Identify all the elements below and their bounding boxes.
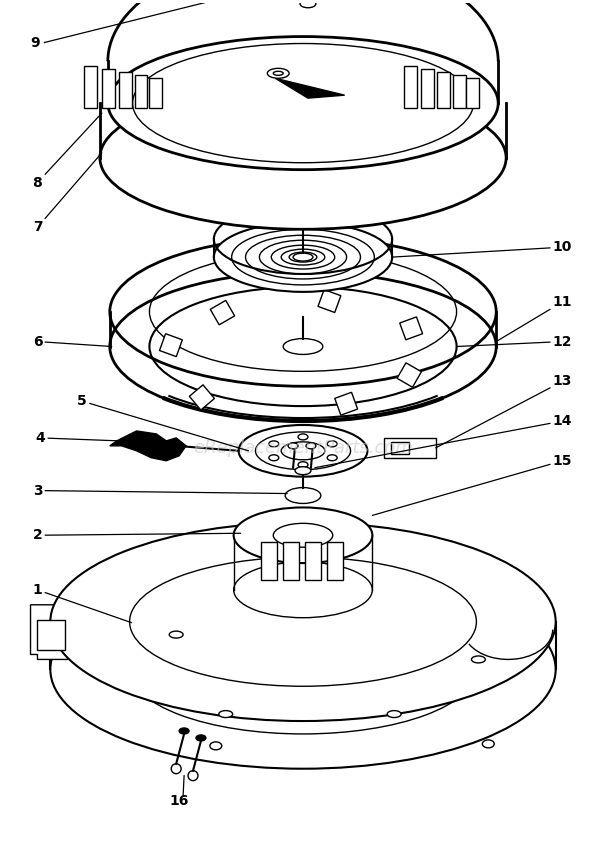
Ellipse shape	[50, 522, 555, 721]
Ellipse shape	[273, 524, 333, 547]
Ellipse shape	[267, 69, 289, 79]
Ellipse shape	[327, 441, 337, 447]
Ellipse shape	[293, 253, 313, 261]
Ellipse shape	[50, 570, 555, 769]
Ellipse shape	[215, 685, 226, 693]
Bar	[437, 72, 450, 108]
Ellipse shape	[295, 467, 311, 475]
Ellipse shape	[239, 425, 367, 476]
Text: 12: 12	[456, 334, 572, 349]
Ellipse shape	[273, 71, 283, 75]
Ellipse shape	[210, 742, 222, 750]
Ellipse shape	[256, 432, 351, 470]
Ellipse shape	[269, 441, 279, 447]
Text: 3: 3	[33, 484, 287, 497]
Ellipse shape	[234, 508, 372, 563]
Ellipse shape	[300, 0, 316, 8]
Ellipse shape	[472, 656, 486, 663]
Ellipse shape	[179, 728, 189, 734]
Bar	[84, 66, 97, 108]
Bar	[119, 72, 132, 108]
Bar	[262, 542, 277, 580]
Ellipse shape	[100, 86, 506, 229]
Ellipse shape	[214, 222, 392, 292]
Bar	[135, 75, 148, 108]
Text: 2: 2	[33, 528, 240, 542]
Bar	[283, 542, 299, 580]
Text: 8: 8	[33, 113, 102, 190]
Polygon shape	[275, 79, 345, 98]
Ellipse shape	[383, 685, 395, 693]
Ellipse shape	[483, 740, 494, 748]
Bar	[189, 385, 214, 410]
Ellipse shape	[196, 735, 206, 741]
Bar	[102, 69, 115, 108]
Ellipse shape	[110, 272, 496, 421]
Ellipse shape	[285, 487, 321, 503]
Text: 6: 6	[33, 334, 112, 349]
Bar	[149, 79, 162, 108]
Text: 7: 7	[33, 153, 102, 234]
Ellipse shape	[306, 442, 316, 449]
Bar	[334, 393, 358, 415]
Polygon shape	[110, 431, 186, 461]
Ellipse shape	[281, 442, 325, 459]
Bar	[400, 317, 422, 340]
Ellipse shape	[269, 455, 279, 461]
Ellipse shape	[130, 558, 476, 686]
Bar	[397, 363, 421, 387]
Text: 9: 9	[30, 36, 40, 50]
Polygon shape	[30, 605, 72, 659]
Ellipse shape	[132, 43, 473, 162]
Text: 10: 10	[392, 240, 572, 257]
Bar	[305, 542, 321, 580]
Ellipse shape	[283, 338, 323, 354]
Bar	[421, 69, 434, 108]
Ellipse shape	[288, 442, 298, 449]
Bar	[384, 438, 436, 458]
Text: 4: 4	[36, 431, 120, 445]
Text: 15: 15	[372, 453, 572, 515]
Ellipse shape	[171, 764, 181, 774]
Bar	[38, 620, 65, 650]
Text: 13: 13	[436, 374, 572, 448]
Ellipse shape	[188, 771, 198, 781]
Text: 16: 16	[169, 794, 189, 809]
Ellipse shape	[387, 711, 401, 717]
Bar	[318, 289, 341, 312]
Text: 11: 11	[496, 294, 572, 342]
Ellipse shape	[234, 562, 372, 618]
Text: 5: 5	[77, 394, 248, 451]
Ellipse shape	[327, 455, 337, 461]
Text: 1: 1	[33, 583, 132, 623]
Bar	[453, 75, 466, 108]
Ellipse shape	[169, 631, 183, 638]
Bar	[391, 442, 409, 453]
Bar	[467, 79, 480, 108]
Bar	[404, 66, 417, 108]
Ellipse shape	[149, 287, 456, 406]
Text: 14: 14	[315, 414, 572, 468]
Bar	[327, 542, 342, 580]
Ellipse shape	[298, 462, 308, 468]
Bar	[210, 300, 235, 325]
Ellipse shape	[130, 605, 476, 734]
Bar	[160, 333, 182, 357]
Ellipse shape	[219, 711, 232, 717]
Text: eReplacementParts.com: eReplacementParts.com	[194, 439, 413, 457]
Ellipse shape	[108, 36, 498, 170]
Ellipse shape	[298, 434, 308, 440]
